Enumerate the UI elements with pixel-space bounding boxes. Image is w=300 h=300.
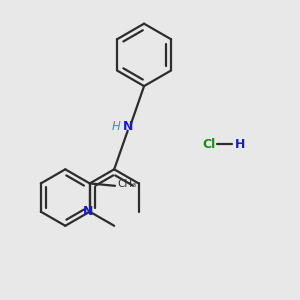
Text: H: H bbox=[235, 138, 245, 151]
Text: N: N bbox=[122, 120, 133, 133]
Text: Cl: Cl bbox=[202, 138, 215, 151]
Text: H: H bbox=[111, 120, 120, 133]
Text: CH₃: CH₃ bbox=[117, 179, 136, 189]
Text: N: N bbox=[83, 205, 93, 218]
